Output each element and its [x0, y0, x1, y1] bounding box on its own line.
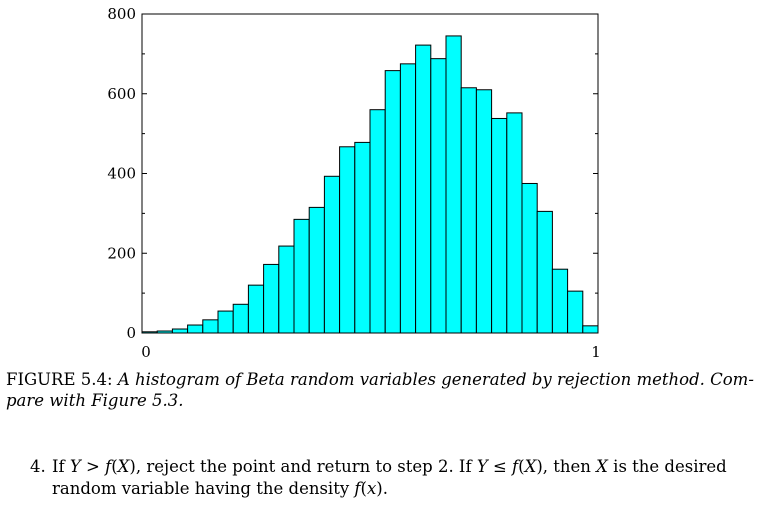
caption-label: FIGURE 5.4: — [6, 370, 113, 389]
y-tick-label: 600 — [107, 85, 136, 103]
histogram-bar — [232, 303, 249, 334]
math-X1: X — [117, 457, 130, 476]
algorithm-step-4: 4. If Y > f(X), reject the point and retu… — [30, 456, 754, 500]
histogram-bar — [247, 284, 265, 334]
step-text-2: ), reject the point and return to step 2… — [129, 457, 477, 476]
histogram-bar — [460, 87, 477, 334]
histogram-bar — [551, 268, 569, 334]
math-Y1: Y — [69, 457, 81, 476]
histogram-bar — [445, 35, 462, 334]
histogram-bar — [202, 319, 219, 334]
math-leq: ≤ — [487, 457, 513, 476]
histogram-bar — [415, 44, 432, 334]
histogram-bar — [323, 175, 341, 334]
histogram-bar — [506, 112, 523, 334]
tick-labels-group: 0 200 400 600 800 0 1 — [107, 5, 600, 361]
x-tick-label: 0 — [141, 343, 151, 361]
histogram-bar — [369, 109, 386, 334]
step-line-2: random variable having the density f(x). — [30, 478, 754, 500]
caption-line2: pare with Figure 5.3. — [6, 391, 184, 410]
y-tick-label: 400 — [107, 165, 136, 183]
math-Y2: Y — [476, 457, 488, 476]
histogram-bar — [536, 210, 553, 334]
figure-caption: FIGURE 5.4: A histogram of Beta random v… — [6, 369, 754, 411]
y-tick-label: 800 — [107, 5, 136, 23]
paren-open-3: ( — [360, 479, 367, 498]
math-X2: X — [524, 457, 537, 476]
math-x: x — [366, 479, 377, 498]
step-text-5: random variable having the density — [52, 479, 355, 498]
y-tick-label: 0 — [126, 324, 136, 342]
histogram-bar — [384, 70, 401, 334]
step-number: 4. — [30, 457, 46, 476]
histogram-bar — [187, 324, 204, 334]
histogram-bar — [491, 117, 508, 334]
histogram-bar — [293, 218, 310, 334]
bars-group — [141, 35, 599, 334]
histogram-bar — [475, 89, 493, 334]
step-text-3: ), then — [536, 457, 597, 476]
histogram-bar — [399, 63, 417, 334]
histogram-bar — [521, 182, 538, 334]
histogram-bar — [278, 245, 295, 334]
histogram-chart: 0 200 400 600 800 0 1 — [107, 5, 600, 361]
histogram-bar — [339, 146, 356, 334]
histogram-bar — [263, 263, 280, 334]
histogram-bar — [217, 310, 234, 334]
histogram-bar — [308, 206, 325, 334]
x-tick-label: 1 — [591, 343, 601, 361]
math-f3: f — [354, 479, 361, 498]
step-text-4: is the desired — [607, 457, 727, 476]
math-f1: f — [105, 457, 112, 476]
y-tick-label: 200 — [107, 244, 136, 262]
histogram-bar — [354, 141, 371, 334]
math-f2: f — [512, 457, 519, 476]
step-text-6: ). — [376, 479, 388, 498]
histogram-bar — [171, 328, 189, 334]
paren-open-2: ( — [518, 457, 525, 476]
axes-group — [141, 13, 599, 334]
math-gt: > — [80, 457, 106, 476]
histogram-bar — [582, 325, 599, 334]
step-text-1: If — [52, 457, 70, 476]
histogram-bar — [430, 58, 447, 334]
paren-open-1: ( — [111, 457, 118, 476]
histogram-bar — [567, 290, 584, 334]
math-X3: X — [596, 457, 608, 476]
caption-line1: A histogram of Beta random variables gen… — [117, 370, 754, 389]
